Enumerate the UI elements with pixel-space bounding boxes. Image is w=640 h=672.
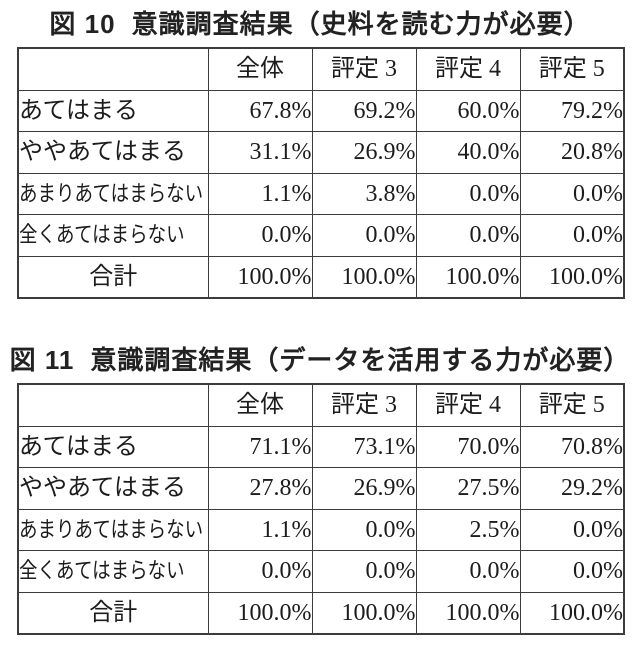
table-row: あまりあてはまらない 1.1% 3.8% 0.0% 0.0% xyxy=(17,172,625,215)
survey-table-figure-10: 全体 評定 3 評定 4 評定 5 あてはまる 67.8% 69.2% 60.0… xyxy=(17,47,625,299)
cell-value: 79.2% xyxy=(519,89,625,132)
row-label: あまりあてはまらない xyxy=(17,172,209,215)
cell-value: 3.8% xyxy=(311,172,417,215)
column-header-zentai: 全体 xyxy=(207,47,313,91)
cell-value: 27.5% xyxy=(415,467,521,510)
figure-11-caption: 意識調査結果（データを活用する力が必要） xyxy=(90,345,631,375)
table-row: あてはまる 67.8% 69.2% 60.0% 79.2% xyxy=(17,89,625,132)
total-row-label: 合計 xyxy=(17,591,209,635)
cell-value: 100.0% xyxy=(415,255,521,299)
cell-value: 0.0% xyxy=(311,550,417,593)
cell-value: 0.0% xyxy=(415,214,521,257)
cell-value: 70.8% xyxy=(519,425,625,468)
figure-11-title: 図 11 意識調査結果（データを活用する力が必要） xyxy=(0,344,640,376)
table-row: 全くあてはまらない 0.0% 0.0% 0.0% 0.0% xyxy=(17,214,625,257)
table-row: あてはまる 71.1% 73.1% 70.0% 70.8% xyxy=(17,425,625,468)
row-label: ややあてはまる xyxy=(17,131,209,174)
cell-value: 100.0% xyxy=(311,591,417,635)
cell-value: 29.2% xyxy=(519,467,625,510)
cell-value: 60.0% xyxy=(415,89,521,132)
cell-value: 26.9% xyxy=(311,467,417,510)
cell-value: 0.0% xyxy=(519,508,625,551)
column-header-hyotei5: 評定 5 xyxy=(519,383,625,427)
cell-value: 69.2% xyxy=(311,89,417,132)
cell-value: 70.0% xyxy=(415,425,521,468)
cell-value: 100.0% xyxy=(519,591,625,635)
cell-value: 27.8% xyxy=(207,467,313,510)
figure-10-caption: 意識調査結果（史料を読む力が必要） xyxy=(131,9,591,39)
cell-value: 67.8% xyxy=(207,89,313,132)
cell-value: 0.0% xyxy=(415,550,521,593)
row-label: あてはまる xyxy=(17,425,209,468)
cell-value: 0.0% xyxy=(415,172,521,215)
corner-cell xyxy=(17,47,209,91)
table-total-row: 合計 100.0% 100.0% 100.0% 100.0% xyxy=(17,591,625,635)
cell-value: 20.8% xyxy=(519,131,625,174)
column-header-zentai: 全体 xyxy=(207,383,313,427)
table-header-row: 全体 評定 3 評定 4 評定 5 xyxy=(17,47,625,91)
table-header-row: 全体 評定 3 評定 4 評定 5 xyxy=(17,383,625,427)
corner-cell xyxy=(17,383,209,427)
row-label: あてはまる xyxy=(17,89,209,132)
table-total-row: 合計 100.0% 100.0% 100.0% 100.0% xyxy=(17,255,625,299)
survey-table-figure-11: 全体 評定 3 評定 4 評定 5 あてはまる 71.1% 73.1% 70.0… xyxy=(17,383,625,635)
cell-value: 0.0% xyxy=(207,550,313,593)
figure-10-block: 図 10 意識調査結果（史料を読む力が必要） 全体 評定 3 評定 4 評定 5 … xyxy=(0,8,640,299)
column-header-hyotei4: 評定 4 xyxy=(415,383,521,427)
figure-11-number: 図 11 xyxy=(9,345,75,375)
cell-value: 31.1% xyxy=(207,131,313,174)
cell-value: 40.0% xyxy=(415,131,521,174)
cell-value: 0.0% xyxy=(311,508,417,551)
cell-value: 26.9% xyxy=(311,131,417,174)
cell-value: 100.0% xyxy=(311,255,417,299)
table-row: あまりあてはまらない 1.1% 0.0% 2.5% 0.0% xyxy=(17,508,625,551)
column-header-hyotei5: 評定 5 xyxy=(519,47,625,91)
cell-value: 100.0% xyxy=(207,255,313,299)
cell-value: 100.0% xyxy=(415,591,521,635)
column-header-hyotei3: 評定 3 xyxy=(311,383,417,427)
cell-value: 0.0% xyxy=(519,172,625,215)
cell-value: 100.0% xyxy=(519,255,625,299)
table-row: 全くあてはまらない 0.0% 0.0% 0.0% 0.0% xyxy=(17,550,625,593)
cell-value: 71.1% xyxy=(207,425,313,468)
cell-value: 0.0% xyxy=(311,214,417,257)
row-label: あまりあてはまらない xyxy=(17,508,209,551)
cell-value: 1.1% xyxy=(207,172,313,215)
table-row: ややあてはまる 27.8% 26.9% 27.5% 29.2% xyxy=(17,467,625,510)
column-header-hyotei4: 評定 4 xyxy=(415,47,521,91)
row-label: 全くあてはまらない xyxy=(17,214,209,257)
cell-value: 0.0% xyxy=(519,550,625,593)
row-label: ややあてはまる xyxy=(17,467,209,510)
document-page: 図 10 意識調査結果（史料を読む力が必要） 全体 評定 3 評定 4 評定 5 … xyxy=(0,8,640,635)
total-row-label: 合計 xyxy=(17,255,209,299)
row-label: 全くあてはまらない xyxy=(17,550,209,593)
table-row: ややあてはまる 31.1% 26.9% 40.0% 20.8% xyxy=(17,131,625,174)
cell-value: 0.0% xyxy=(519,214,625,257)
figure-10-number: 図 10 xyxy=(49,9,116,39)
cell-value: 1.1% xyxy=(207,508,313,551)
figure-10-title: 図 10 意識調査結果（史料を読む力が必要） xyxy=(0,8,640,40)
cell-value: 100.0% xyxy=(207,591,313,635)
figure-11-block: 図 11 意識調査結果（データを活用する力が必要） 全体 評定 3 評定 4 評定… xyxy=(0,344,640,635)
cell-value: 0.0% xyxy=(207,214,313,257)
cell-value: 73.1% xyxy=(311,425,417,468)
column-header-hyotei3: 評定 3 xyxy=(311,47,417,91)
cell-value: 2.5% xyxy=(415,508,521,551)
